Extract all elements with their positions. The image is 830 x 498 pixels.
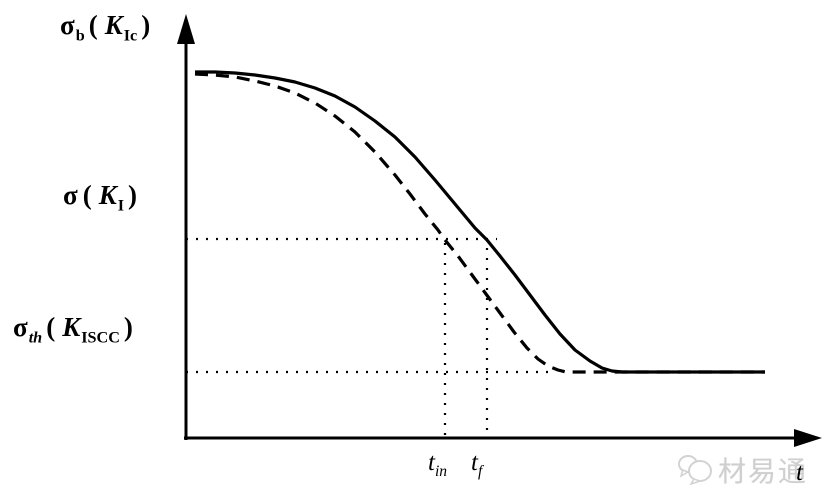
y-axis-label-sigma: σ(KI) [63, 180, 142, 215]
k-symbol: K [62, 312, 82, 342]
sigma-subscript: th [28, 328, 43, 347]
x-axis-arrowhead [794, 429, 822, 447]
dashed-curve [194, 72, 765, 374]
k-symbol: K [98, 180, 118, 210]
k-subscript: I [117, 196, 125, 215]
solid-curve [195, 70, 765, 374]
x-annotation-t-in: tin [428, 449, 447, 481]
close-paren: ) [128, 180, 139, 210]
t-subscript: in [434, 463, 448, 480]
sigma-subscript: b [75, 26, 85, 45]
y-axis-label-sigma-th: σth(KISCC) [13, 312, 138, 347]
x-annotation-t-f: tf [471, 449, 482, 481]
open-paren: ( [82, 180, 93, 210]
sigma-symbol: σ [60, 10, 76, 40]
k-subscript: Ic [123, 26, 138, 45]
sigma-symbol: σ [63, 180, 79, 210]
close-paren: ) [123, 312, 134, 342]
t-symbol: t [428, 449, 435, 476]
watermark: 材易通 [676, 450, 808, 490]
open-paren: ( [46, 312, 57, 342]
y-axis-arrowhead [177, 14, 195, 44]
k-symbol: K [104, 10, 124, 40]
close-paren: ) [141, 10, 152, 40]
sigma-symbol: σ [13, 312, 29, 342]
watermark-text: 材易通 [718, 455, 809, 488]
open-paren: ( [88, 10, 99, 40]
x-axis-label-t: t [796, 459, 803, 486]
t-symbol: t [471, 449, 478, 476]
chat-bubbles-icon [678, 455, 712, 486]
t-subscript: f [477, 463, 483, 480]
k-subscript: ISCC [81, 328, 120, 347]
y-axis-label-sigma-b: σb(KIc) [60, 10, 155, 45]
